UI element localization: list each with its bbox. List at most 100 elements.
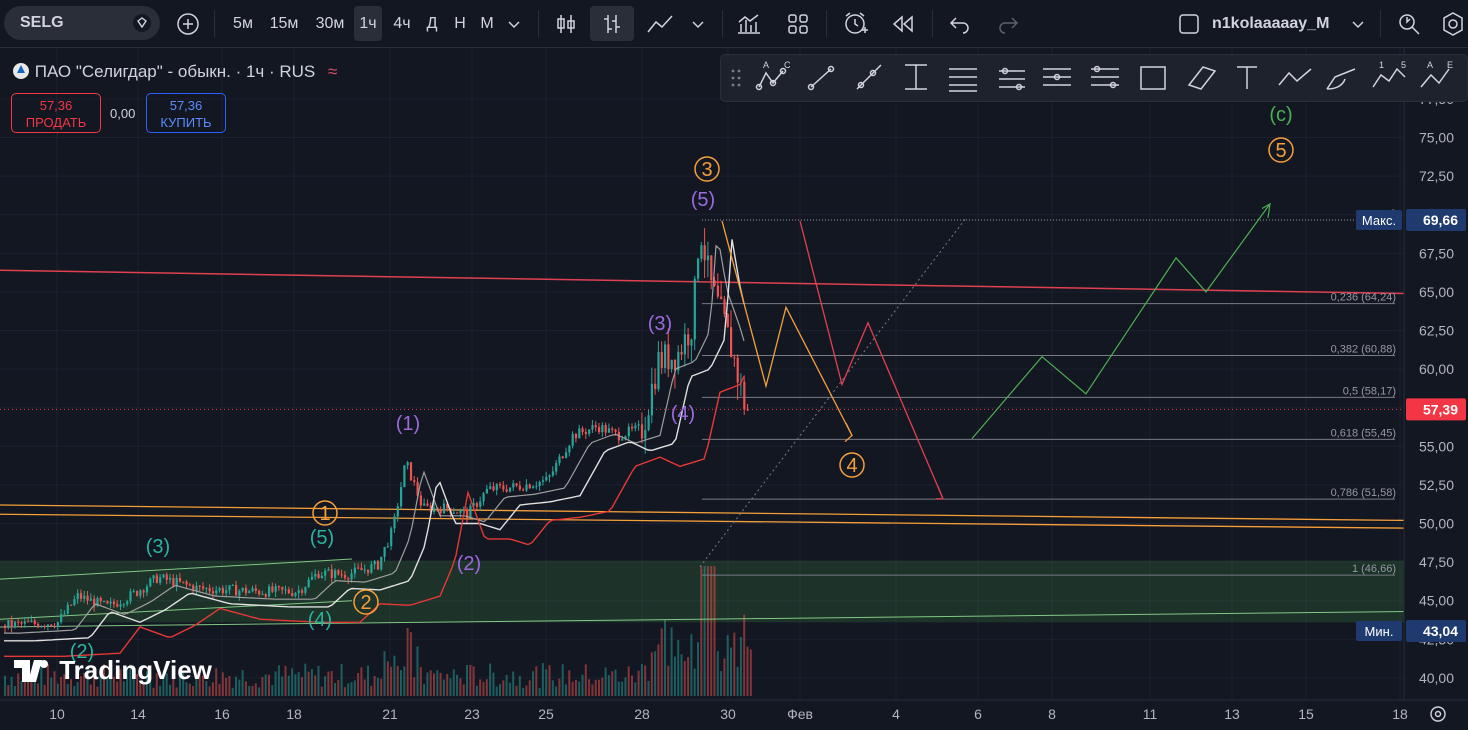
interval-month[interactable]: М [480, 15, 494, 32]
user-name[interactable]: n1kolaaaaay_M [1212, 15, 1330, 32]
channel-line-upper[interactable] [0, 504, 1405, 522]
wave-label[interactable]: (2) [457, 553, 481, 575]
chart-area[interactable]: 00,236 (64,24)0,382 (60,88)0,5 (58,17)0,… [0, 48, 1468, 730]
candle-body [541, 480, 545, 482]
wedge-line[interactable] [0, 558, 353, 580]
volume-bar [413, 677, 416, 696]
xabcd-pattern-icon[interactable] [1278, 68, 1312, 86]
channel-line-lower[interactable] [0, 513, 1405, 529]
trend-line-icon[interactable] [807, 65, 835, 91]
max-price-label-bg [1406, 208, 1466, 231]
candles-icon[interactable] [554, 12, 578, 36]
candle-body [578, 428, 581, 439]
chevron-down-icon[interactable] [690, 16, 706, 32]
volume-bar [581, 674, 584, 696]
candle-body [155, 575, 158, 583]
rectangle-icon[interactable] [1140, 66, 1166, 90]
quick-search-icon[interactable] [1396, 11, 1422, 37]
wave-label[interactable]: 1 [319, 503, 330, 525]
interval-30m[interactable]: 30м [315, 15, 345, 32]
candle-body [357, 567, 360, 569]
diamond-icon[interactable] [132, 13, 152, 33]
wave-indicator-icon[interactable]: ≈ [328, 62, 338, 81]
interval-day[interactable]: Д [426, 15, 438, 32]
volume-bar [93, 676, 96, 696]
wave-label[interactable]: (2) [70, 641, 94, 663]
wave-label[interactable]: (3) [146, 536, 170, 558]
chevron-down-icon[interactable] [1350, 16, 1366, 32]
wave-label[interactable]: (5) [310, 527, 334, 549]
sell-button[interactable]: 57,36 ПРОДАТЬ [11, 93, 101, 133]
wave-label[interactable]: 3 [701, 159, 712, 181]
line-chart-icon[interactable] [646, 12, 674, 36]
bars-button[interactable] [590, 6, 634, 41]
chevron-down-icon[interactable] [506, 16, 522, 32]
wave-label[interactable]: (3) [648, 313, 672, 335]
wave-label[interactable]: (1) [396, 413, 420, 435]
wedge-line[interactable] [0, 600, 353, 620]
candle-body [475, 503, 479, 507]
tradingview-logo-icon [14, 660, 48, 682]
brush-icon[interactable] [1326, 68, 1356, 90]
interval-4h[interactable]: 4ч [393, 15, 411, 32]
moving-average-fast [4, 244, 745, 634]
wave-label[interactable]: (4) [308, 609, 332, 631]
volume-bar [225, 677, 228, 696]
interval-1h[interactable]: 1ч [354, 6, 382, 41]
projection-green[interactable] [971, 203, 1271, 439]
wave-label[interactable]: (4) [671, 403, 695, 425]
wave-label[interactable]: (5) [691, 189, 715, 211]
price-axis[interactable] [1404, 48, 1468, 700]
layouts-icon[interactable] [786, 12, 810, 36]
checkbox-icon[interactable] [1178, 13, 1200, 35]
volume-bar [363, 679, 366, 696]
parallelogram-icon[interactable] [1187, 66, 1217, 90]
time-axis[interactable] [0, 700, 1468, 730]
wave-label[interactable]: (c) [1269, 104, 1292, 126]
fib-retracement-icon[interactable] [999, 67, 1025, 91]
wave-label[interactable]: 5 [1275, 140, 1286, 162]
volume-bar [548, 665, 551, 696]
add-symbol-icon[interactable] [176, 12, 200, 36]
redo-icon[interactable] [996, 12, 1020, 36]
buy-button[interactable]: 57,36 КУПИТЬ [146, 93, 226, 133]
projection-orange[interactable] [721, 220, 853, 436]
fib-channel-icon[interactable] [1091, 65, 1119, 89]
fib-extension-icon[interactable] [1043, 68, 1071, 86]
interval-week[interactable]: Н [454, 15, 466, 32]
candle-body [50, 624, 53, 627]
projection-red[interactable] [799, 220, 944, 500]
undo-icon[interactable] [948, 12, 972, 36]
support-line[interactable] [0, 611, 1405, 628]
parallel-channel-icon[interactable] [949, 68, 977, 92]
candle-body [89, 598, 92, 601]
symbol-search[interactable]: SELG [4, 6, 160, 40]
indicators-icon[interactable] [736, 12, 762, 36]
volume-bar [462, 684, 465, 696]
alert-icon[interactable] [842, 10, 870, 38]
candle-body [261, 594, 264, 596]
wave-label[interactable]: 4 [846, 455, 857, 477]
replay-icon[interactable] [890, 12, 916, 36]
axis-settings-icon[interactable] [1430, 706, 1446, 722]
last-price-label-bg [1406, 398, 1466, 421]
candle-body [139, 590, 142, 596]
resistance-line[interactable] [0, 269, 1405, 295]
text-tool-icon[interactable] [1237, 66, 1257, 89]
candle-body [145, 586, 149, 593]
interval-5m[interactable]: 5м [233, 15, 253, 32]
wave-label[interactable]: 2 [360, 592, 371, 614]
interval-15m[interactable]: 15м [269, 15, 299, 32]
bars-icon[interactable] [600, 12, 624, 36]
price-range-icon[interactable] [905, 64, 927, 90]
price-chart[interactable]: 00,236 (64,24)0,382 (60,88)0,5 (58,17)0,… [0, 48, 1468, 730]
volume-bar [231, 687, 234, 696]
volume-bar [13, 686, 16, 696]
ray-icon[interactable] [856, 64, 882, 90]
settings-icon[interactable] [1440, 11, 1466, 37]
candle-body [386, 546, 389, 548]
